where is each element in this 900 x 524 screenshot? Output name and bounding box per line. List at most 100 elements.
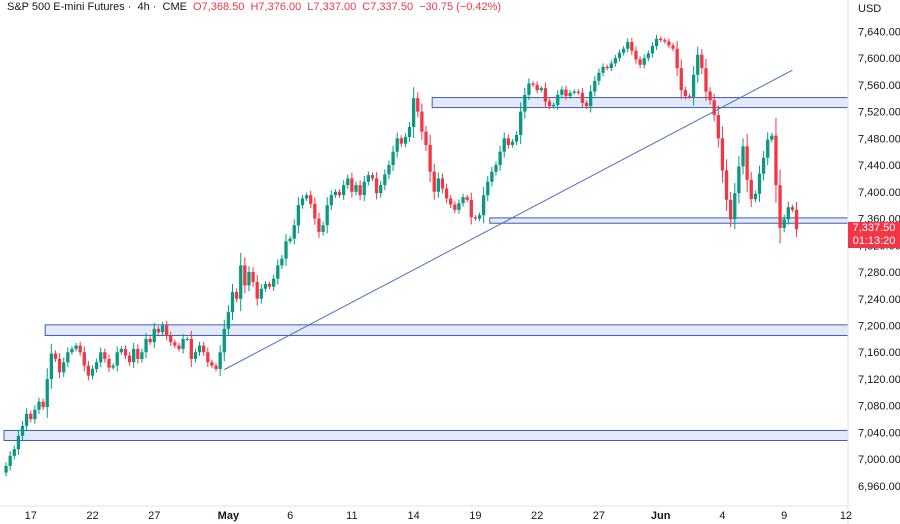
candle-body xyxy=(790,207,795,210)
candle-body xyxy=(366,175,371,182)
candle-body xyxy=(45,378,49,408)
change-value: −30.75 (−0.42%) xyxy=(419,1,502,13)
candle-body xyxy=(753,193,758,200)
candle-body xyxy=(272,278,276,287)
candle-body xyxy=(543,88,548,102)
candle-body xyxy=(527,83,531,95)
candle-body xyxy=(626,42,630,49)
candle-body xyxy=(502,138,506,152)
x-tick-label: 19 xyxy=(469,510,481,522)
candle-body xyxy=(671,45,675,49)
candle-body xyxy=(449,198,453,205)
candle-body xyxy=(239,265,243,299)
candle-body xyxy=(609,63,613,69)
candle-body xyxy=(66,352,70,363)
candle-body xyxy=(412,98,416,127)
candle-body xyxy=(333,191,338,196)
candle-body xyxy=(173,342,177,346)
candle-body xyxy=(152,328,156,343)
candle-body xyxy=(547,101,552,107)
candle-body xyxy=(70,348,74,353)
candle-body xyxy=(210,362,214,366)
chart-legend: S&P 500 E-mini Futures · 4h · CME O7,368.5… xyxy=(7,1,504,13)
candle-body xyxy=(53,353,58,359)
candle-body xyxy=(218,352,222,369)
candle-body xyxy=(749,179,753,200)
candle-body xyxy=(74,345,78,349)
candle-body xyxy=(358,185,362,196)
candle-body xyxy=(354,185,358,192)
bar-countdown: 01:13:20 xyxy=(852,235,896,248)
last-price-tag: 7,337.50 01:13:20 xyxy=(848,222,900,249)
candle-body xyxy=(325,205,329,226)
candle-body xyxy=(300,198,305,206)
trendline xyxy=(224,69,793,371)
candle-body xyxy=(148,338,152,343)
candle-body xyxy=(724,170,729,200)
candle-body xyxy=(696,54,700,75)
candle-body xyxy=(399,138,403,144)
candle-body xyxy=(247,272,251,286)
candle-body xyxy=(226,312,231,329)
candle-body xyxy=(82,352,86,366)
candle-body xyxy=(589,91,593,107)
candle-body xyxy=(510,141,515,146)
x-tick-label: 4 xyxy=(719,510,725,522)
candle-body xyxy=(20,425,25,436)
candle-body xyxy=(206,352,210,363)
candle-body xyxy=(255,282,259,299)
candle-body xyxy=(193,352,198,359)
x-tick-label: May xyxy=(218,510,240,522)
candle-body xyxy=(617,52,622,59)
low-value: L7,337.00 xyxy=(307,1,357,13)
candle-body xyxy=(403,136,408,144)
candle-body xyxy=(267,284,272,287)
candle-body xyxy=(486,181,490,196)
candle-body xyxy=(12,449,16,456)
x-tick-label: 12 xyxy=(840,510,852,522)
candle-body xyxy=(556,94,560,105)
candle-body xyxy=(78,345,82,353)
candle-body xyxy=(329,195,333,206)
candle-body xyxy=(169,335,173,343)
candle-body xyxy=(156,328,161,333)
candle-body xyxy=(453,204,457,210)
candle-body xyxy=(683,90,688,97)
candle-body xyxy=(304,195,309,199)
candle-body xyxy=(634,50,638,60)
candle-body xyxy=(432,171,436,192)
candle-body xyxy=(782,219,786,228)
candle-body xyxy=(737,166,741,194)
candle-body xyxy=(284,241,288,259)
candle-body xyxy=(605,66,609,69)
symbol-name[interactable]: S&P 500 E-mini Futures xyxy=(7,1,125,13)
candle-body xyxy=(444,188,449,199)
candle-body xyxy=(757,173,762,194)
candle-body xyxy=(33,409,37,420)
candle-body xyxy=(770,135,774,140)
candle-body xyxy=(374,178,379,194)
candle-body xyxy=(457,203,461,210)
x-tick-label: 9 xyxy=(781,510,787,522)
candle-body xyxy=(177,345,181,349)
candle-body xyxy=(498,151,502,166)
candle-body xyxy=(234,292,239,299)
x-tick-label: Jun xyxy=(651,510,671,522)
y-tick-label: 7,160.00 xyxy=(858,347,900,359)
candle-body xyxy=(416,98,420,112)
legend-separator: · xyxy=(127,1,132,13)
currency-label[interactable]: USD xyxy=(858,3,882,15)
candle-body xyxy=(601,66,605,73)
candle-body xyxy=(119,348,123,353)
candle-body xyxy=(280,258,284,266)
candle-body xyxy=(778,185,782,228)
x-tick-label: 27 xyxy=(148,510,160,522)
candle-body xyxy=(424,131,428,146)
y-tick-label: 7,200.00 xyxy=(858,321,900,333)
candle-body xyxy=(704,68,708,92)
candle-body xyxy=(436,178,440,192)
candle-body xyxy=(132,348,136,363)
candle-body xyxy=(251,272,255,283)
timeframe[interactable]: 4h xyxy=(137,1,150,13)
